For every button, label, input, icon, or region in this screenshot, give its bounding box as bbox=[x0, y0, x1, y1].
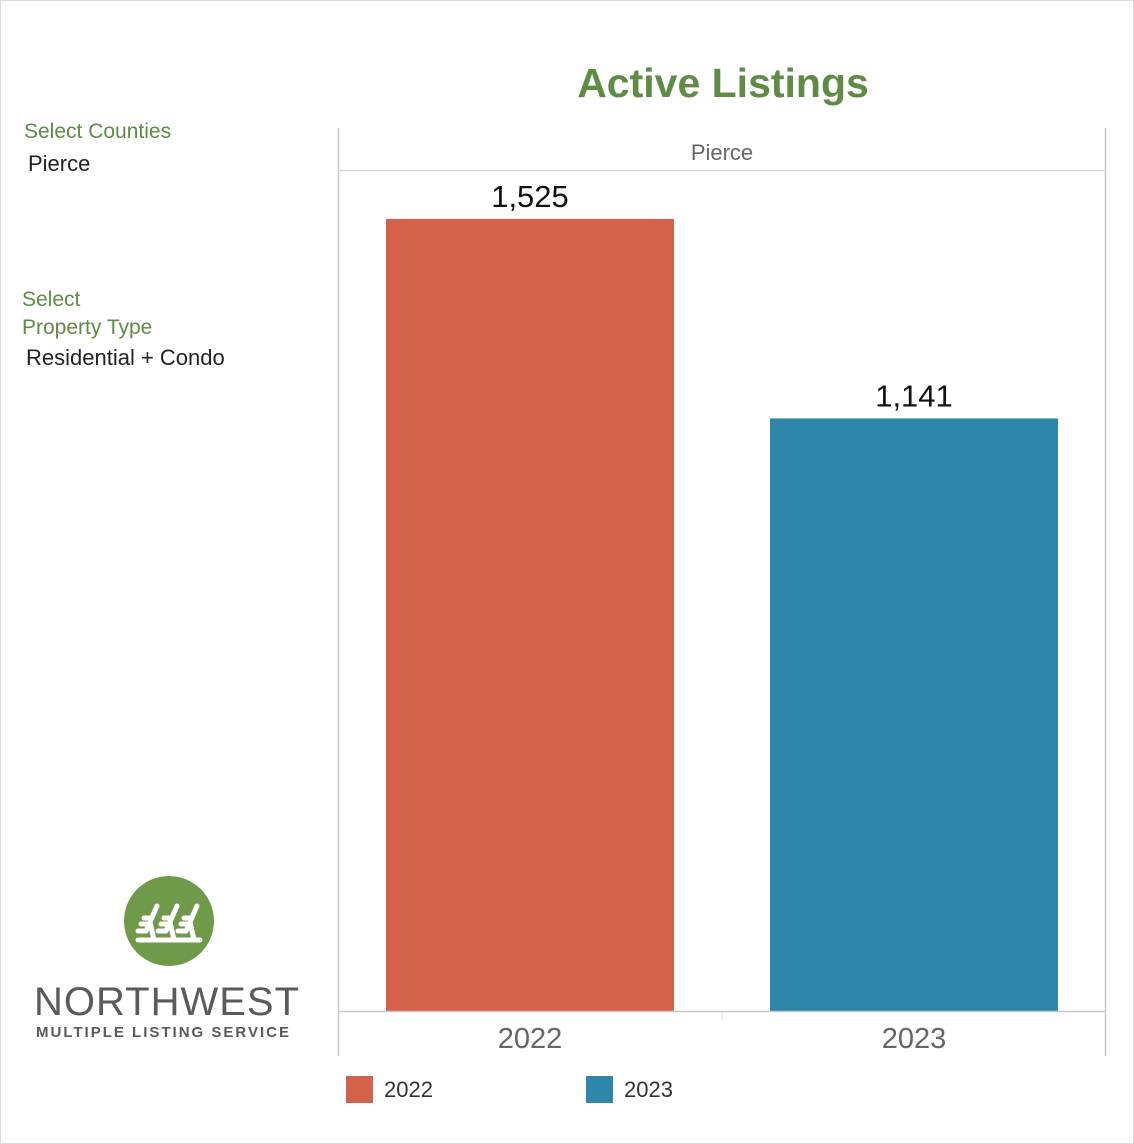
legend-label-2022: 2022 bbox=[384, 1077, 433, 1102]
x-tick-labels: 2022 2023 bbox=[498, 1023, 947, 1055]
county-filter-label: Select Counties bbox=[24, 120, 172, 143]
panel-label-pierce: Pierce bbox=[691, 140, 753, 165]
property-type-label-line2: Property Type bbox=[22, 316, 153, 339]
chart-title: Active Listings bbox=[577, 60, 869, 106]
x-tick-2022: 2022 bbox=[498, 1023, 563, 1055]
data-label-2022: 1,525 bbox=[491, 179, 569, 214]
property-type-label-line1: Select bbox=[22, 288, 81, 311]
logo-subtitle: MULTIPLE LISTING SERVICE bbox=[36, 1024, 291, 1041]
legend-label-2023: 2023 bbox=[624, 1077, 673, 1102]
legend-swatch-2022 bbox=[346, 1076, 373, 1103]
trees-icon bbox=[124, 876, 214, 966]
bars-group: 1,525 1,141 bbox=[386, 179, 1058, 1011]
bar-2023[interactable] bbox=[770, 418, 1058, 1011]
x-tick-2023: 2023 bbox=[882, 1023, 947, 1055]
nwmls-logo: NORTHWEST MULTIPLE LISTING SERVICE bbox=[34, 876, 314, 1056]
legend-swatch-2023 bbox=[586, 1076, 613, 1103]
county-filter-value[interactable]: Pierce bbox=[28, 151, 91, 176]
property-type-filter-value[interactable]: Residential + Condo bbox=[26, 345, 225, 370]
bar-2022[interactable] bbox=[386, 218, 674, 1011]
logo-name: NORTHWEST bbox=[34, 980, 301, 1024]
data-label-2023: 1,141 bbox=[875, 378, 953, 413]
